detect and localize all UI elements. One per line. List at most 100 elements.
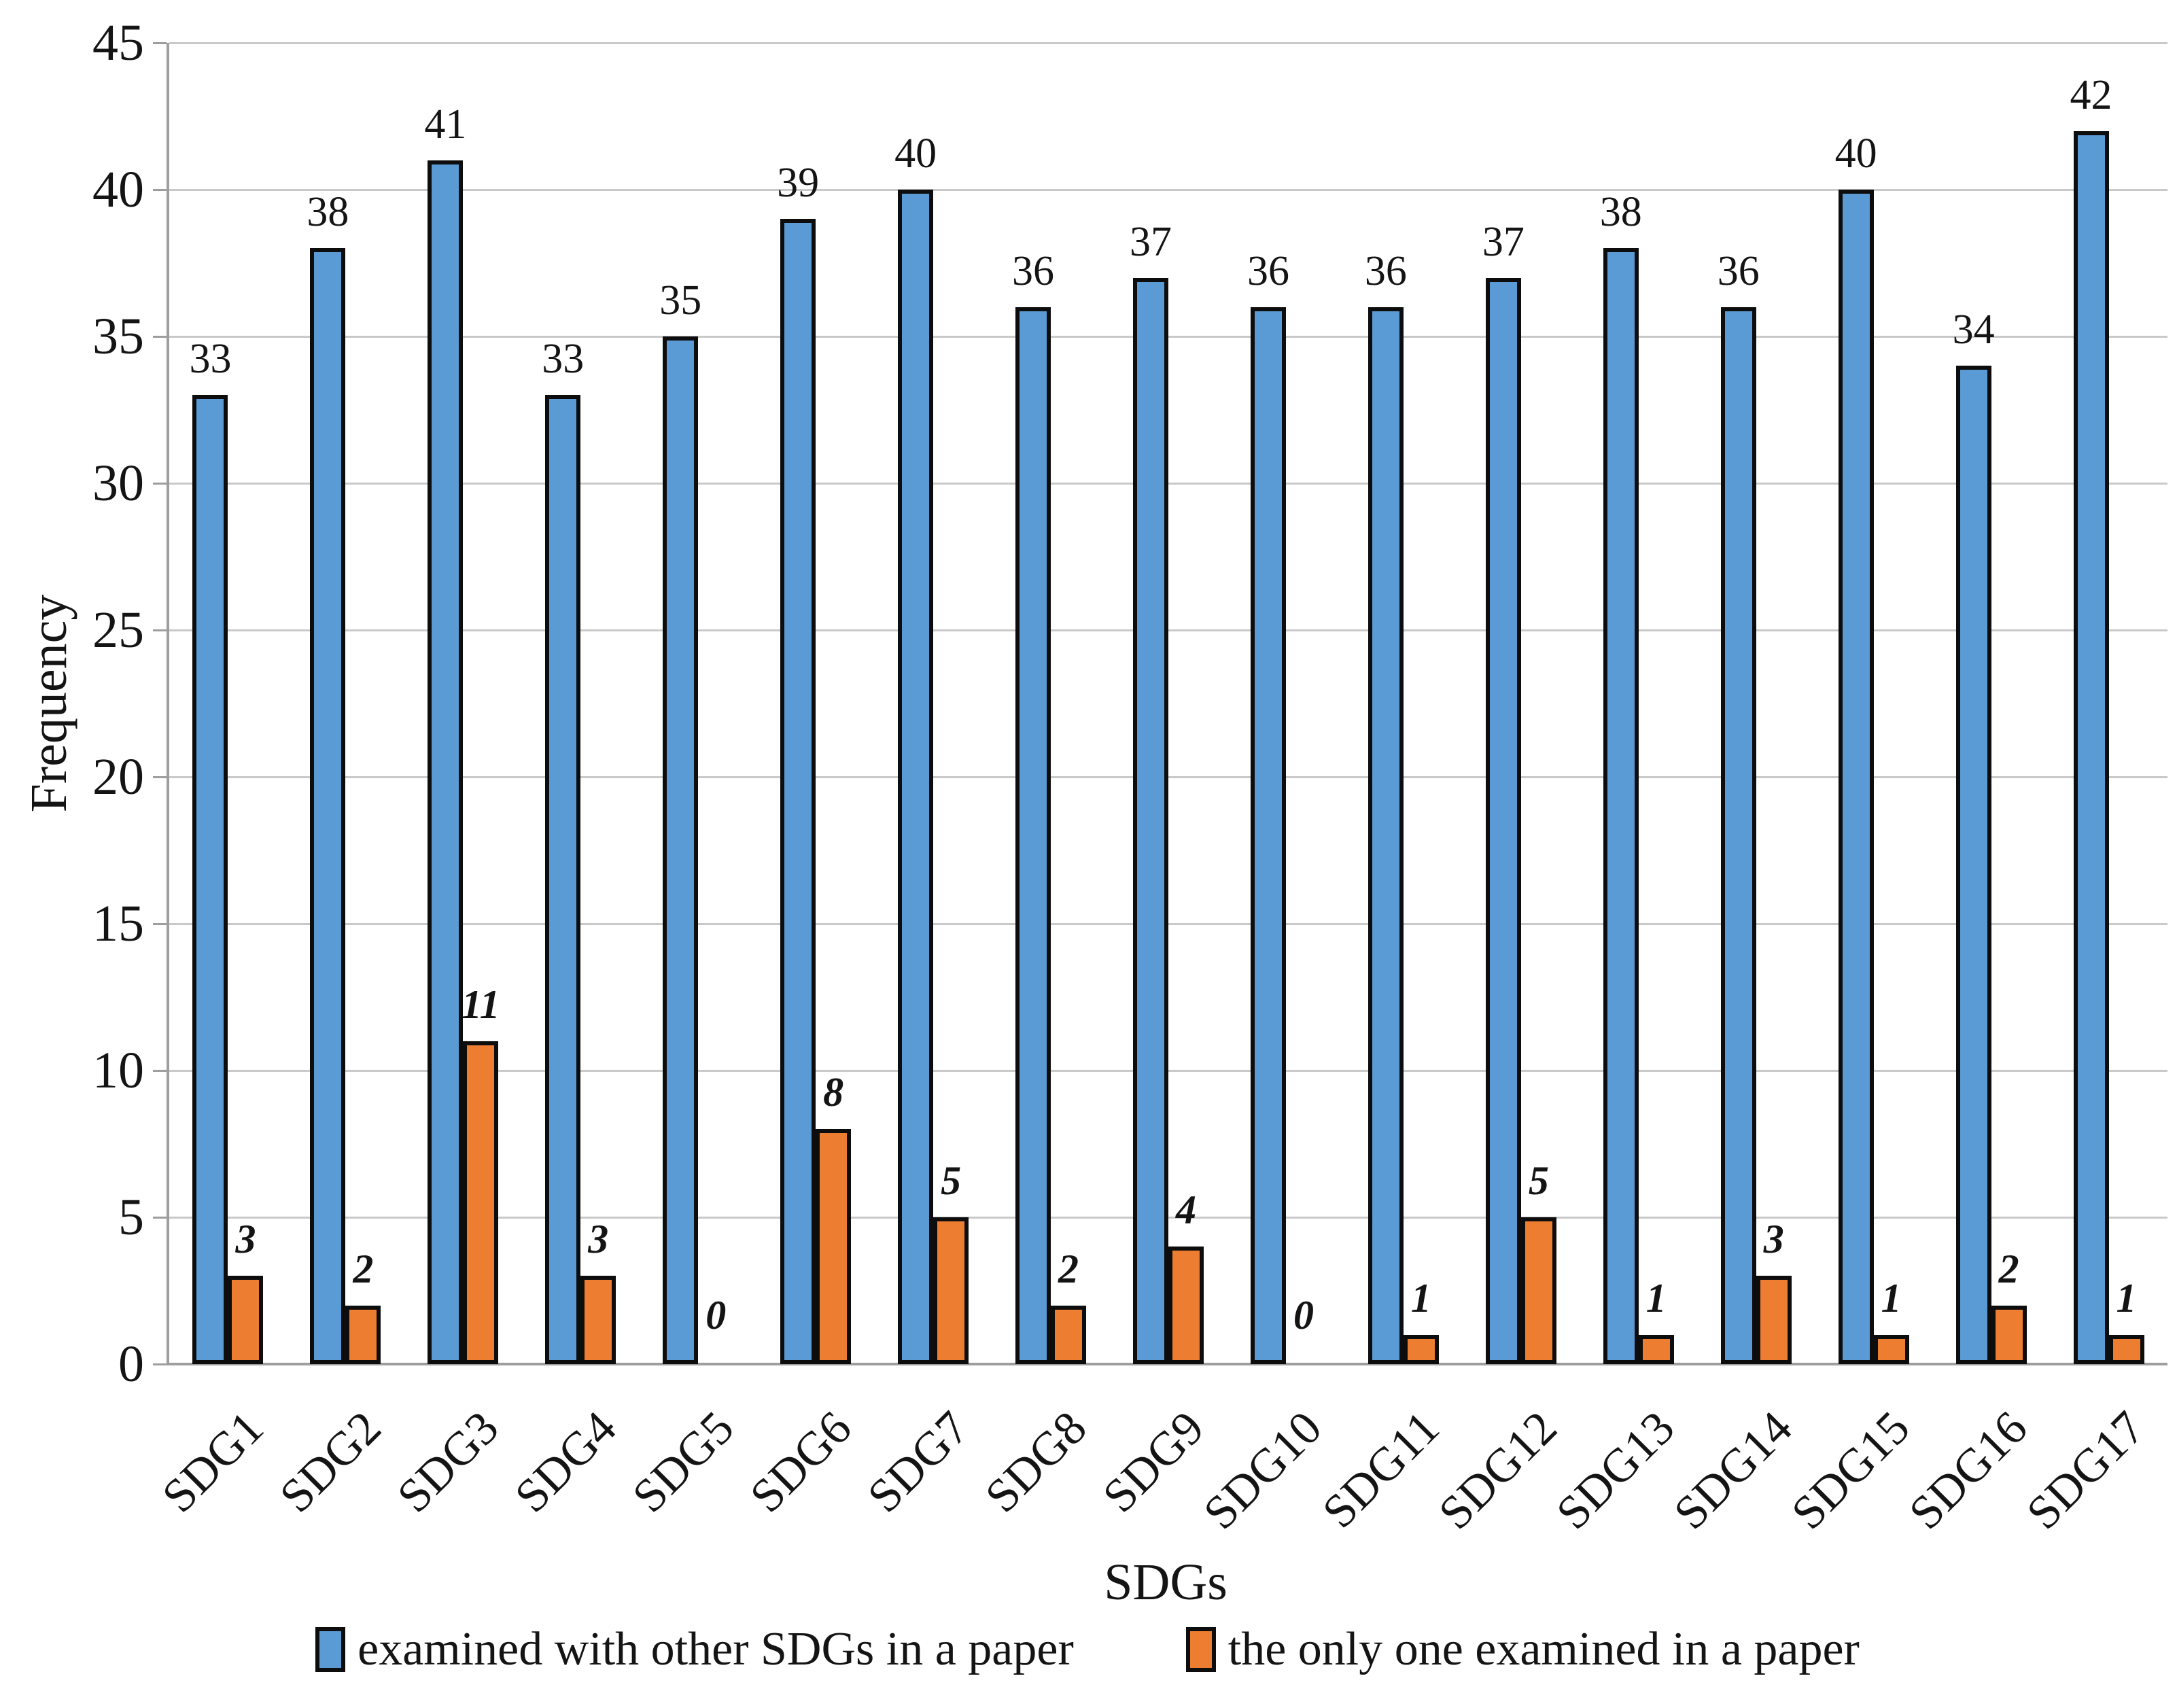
bar-orange-SDG17 bbox=[2108, 1334, 2144, 1364]
data-label-blue-SDG14: 36 bbox=[1717, 247, 1760, 294]
data-label-orange-SDG13: 1 bbox=[1645, 1275, 1667, 1321]
data-label-blue-SDG12: 37 bbox=[1482, 218, 1525, 265]
bar-blue-SDG17 bbox=[2073, 130, 2109, 1364]
bar-orange-SDG1 bbox=[228, 1276, 264, 1364]
x-axis-title: SDGs bbox=[1104, 1554, 1227, 1611]
data-label-blue-SDG6: 39 bbox=[777, 160, 820, 207]
bar-blue-SDG9 bbox=[1133, 277, 1168, 1364]
bar-orange-SDG12 bbox=[1520, 1217, 1556, 1364]
data-label-orange-SDG16: 2 bbox=[1998, 1246, 2019, 1291]
bar-orange-SDG3 bbox=[463, 1041, 499, 1364]
y-tick-mark-20 bbox=[153, 776, 167, 778]
data-label-orange-SDG17: 1 bbox=[2116, 1275, 2137, 1321]
bar-blue-SDG14 bbox=[1720, 307, 1756, 1364]
y-tick-label-20: 20 bbox=[92, 748, 144, 805]
data-label-orange-SDG11: 1 bbox=[1410, 1275, 1431, 1321]
legend-label-only-one-examined: the only one examined in a paper bbox=[1227, 1623, 1860, 1675]
data-label-blue-SDG16: 34 bbox=[1952, 307, 1995, 353]
bar-orange-SDG15 bbox=[1873, 1334, 1909, 1364]
data-label-orange-SDG14: 3 bbox=[1763, 1217, 1784, 1262]
data-label-blue-SDG13: 38 bbox=[1599, 189, 1642, 236]
data-label-orange-SDG15: 1 bbox=[1881, 1275, 1902, 1321]
data-label-orange-SDG12: 5 bbox=[1528, 1158, 1549, 1203]
bar-blue-SDG2 bbox=[310, 248, 346, 1364]
bar-blue-SDG4 bbox=[545, 395, 581, 1364]
legend: examined with other SDGs in a paper the … bbox=[82, 1626, 2093, 1673]
y-tick-label-10: 10 bbox=[92, 1042, 144, 1099]
legend-swatch-orange-icon bbox=[1185, 1627, 1216, 1672]
data-label-blue-SDG5: 35 bbox=[659, 277, 702, 324]
bar-blue-SDG6 bbox=[780, 219, 816, 1364]
bar-blue-SDG16 bbox=[1955, 366, 1991, 1364]
bar-blue-SDG5 bbox=[663, 336, 699, 1364]
data-label-orange-SDG3: 11 bbox=[461, 981, 500, 1027]
gridline-y-20 bbox=[169, 776, 2167, 778]
y-tick-mark-25 bbox=[153, 629, 167, 631]
gridline-y-30 bbox=[169, 483, 2167, 485]
bar-blue-SDG11 bbox=[1368, 307, 1404, 1364]
bar-orange-SDG2 bbox=[345, 1305, 381, 1364]
bar-orange-SDG14 bbox=[1756, 1276, 1792, 1364]
data-label-blue-SDG11: 36 bbox=[1364, 247, 1407, 294]
bar-orange-SDG16 bbox=[1991, 1305, 2027, 1364]
y-tick-mark-15 bbox=[153, 923, 167, 925]
y-tick-mark-35 bbox=[153, 336, 167, 338]
data-label-blue-SDG8: 36 bbox=[1012, 247, 1055, 294]
bar-blue-SDG13 bbox=[1603, 248, 1639, 1364]
y-tick-label-35: 35 bbox=[92, 308, 144, 365]
gridline-y-45 bbox=[169, 42, 2167, 44]
gridline-y-40 bbox=[169, 189, 2167, 191]
y-tick-label-15: 15 bbox=[92, 895, 144, 952]
y-tick-mark-0 bbox=[153, 1363, 167, 1365]
y-tick-mark-5 bbox=[153, 1217, 167, 1219]
y-tick-label-30: 30 bbox=[92, 455, 144, 512]
bar-orange-SDG7 bbox=[933, 1217, 969, 1364]
data-label-blue-SDG1: 33 bbox=[189, 336, 232, 383]
data-label-orange-SDG2: 2 bbox=[353, 1246, 374, 1291]
gridline-y-10 bbox=[169, 1070, 2167, 1072]
data-label-blue-SDG9: 37 bbox=[1130, 218, 1172, 265]
y-tick-mark-40 bbox=[153, 189, 167, 191]
y-tick-label-45: 45 bbox=[92, 14, 144, 71]
gridline-y-5 bbox=[169, 1217, 2167, 1219]
legend-item-examined-with-other-sdgs: examined with other SDGs in a paper bbox=[315, 1626, 1074, 1673]
y-tick-mark-45 bbox=[153, 42, 167, 44]
data-label-orange-SDG9: 4 bbox=[1176, 1187, 1196, 1233]
data-label-orange-SDG8: 2 bbox=[1058, 1246, 1079, 1291]
bar-blue-SDG7 bbox=[898, 190, 934, 1364]
data-label-orange-SDG1: 3 bbox=[235, 1217, 256, 1262]
y-tick-label-25: 25 bbox=[92, 602, 144, 659]
data-label-blue-SDG7: 40 bbox=[894, 130, 937, 177]
data-label-blue-SDG4: 33 bbox=[542, 336, 585, 383]
legend-label-examined-with-other-sdgs: examined with other SDGs in a paper bbox=[358, 1623, 1074, 1675]
bar-orange-SDG8 bbox=[1051, 1305, 1087, 1364]
bar-blue-SDG1 bbox=[192, 395, 228, 1364]
bar-orange-SDG13 bbox=[1638, 1334, 1674, 1364]
bar-orange-SDG11 bbox=[1403, 1334, 1439, 1364]
data-label-blue-SDG3: 41 bbox=[424, 101, 467, 147]
data-label-orange-SDG4: 3 bbox=[588, 1217, 609, 1262]
gridline-y-25 bbox=[169, 629, 2167, 631]
bar-orange-SDG6 bbox=[816, 1129, 852, 1364]
data-label-blue-SDG10: 36 bbox=[1247, 247, 1289, 294]
data-label-blue-SDG17: 42 bbox=[2070, 71, 2112, 118]
data-label-orange-SDG6: 8 bbox=[823, 1070, 844, 1115]
bar-blue-SDG8 bbox=[1015, 307, 1051, 1364]
data-label-blue-SDG2: 38 bbox=[307, 189, 349, 236]
plot-area: 33 3 38 2 41 11 33 3 35 0 39 8 40 5 36 2 37 4 36 0 36 1 37 5 38 1… bbox=[153, 42, 2167, 1365]
bar-orange-SDG4 bbox=[580, 1276, 616, 1364]
data-label-orange-SDG5: 0 bbox=[706, 1293, 727, 1338]
gridline-y-35 bbox=[169, 336, 2167, 338]
data-label-orange-SDG10: 0 bbox=[1293, 1293, 1314, 1338]
bar-blue-SDG3 bbox=[428, 160, 464, 1364]
y-tick-label-0: 0 bbox=[118, 1336, 144, 1393]
y-tick-label-40: 40 bbox=[92, 161, 144, 218]
x-axis-line bbox=[167, 1363, 2167, 1365]
gridline-y-15 bbox=[169, 923, 2167, 925]
data-label-blue-SDG15: 40 bbox=[1834, 130, 1877, 177]
y-tick-mark-30 bbox=[153, 483, 167, 485]
legend-item-only-one-examined: the only one examined in a paper bbox=[1185, 1623, 1860, 1675]
y-tick-label-5: 5 bbox=[118, 1189, 144, 1246]
data-label-orange-SDG7: 5 bbox=[941, 1158, 962, 1203]
